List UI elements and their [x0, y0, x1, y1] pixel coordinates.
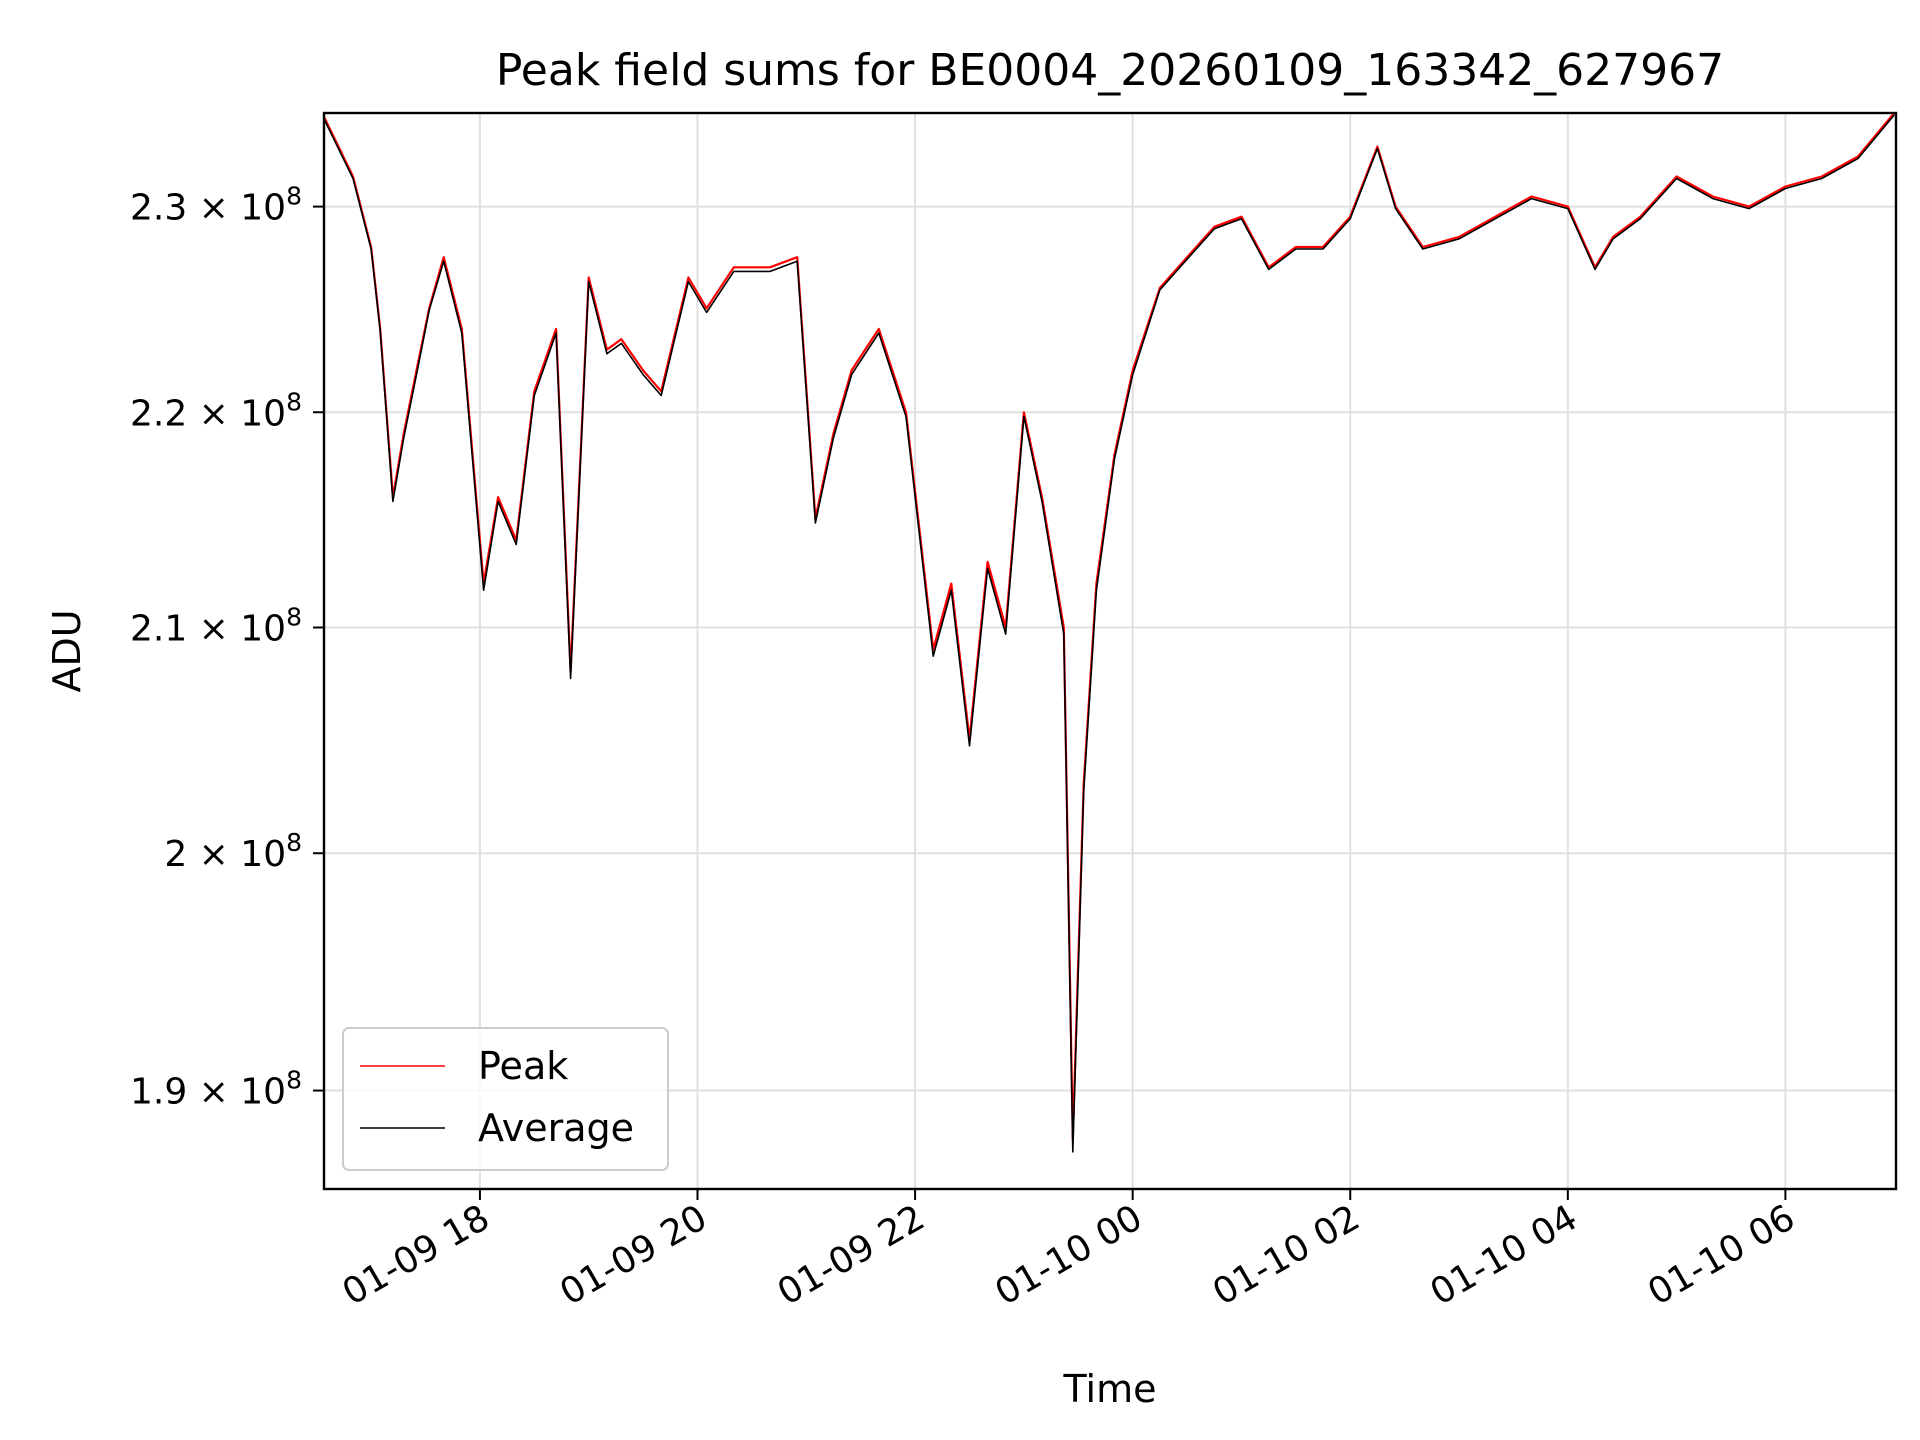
y-tick-exponent: 8 [286, 828, 302, 857]
series-layer [323, 112, 1896, 1153]
chart-title: Peak field sums for BE0004_20260109_1633… [496, 45, 1724, 96]
legend-box [342, 1027, 669, 1171]
plot-frame [322, 111, 1898, 1191]
legend-label-average: Average [478, 1106, 634, 1150]
y-tick-label: 2 × 108 [164, 828, 302, 875]
y-tick-exponent: 8 [286, 602, 302, 631]
y-tick-label: 2.3 × 108 [130, 182, 302, 229]
y-tick-exponent: 8 [286, 182, 302, 211]
x-axis-label: Time [1063, 1367, 1157, 1411]
y-tick-label: 1.9 × 108 [130, 1066, 302, 1113]
y-axis-label: ADU [45, 609, 89, 692]
y-tick-exponent: 8 [286, 1066, 302, 1095]
y-tick-mantissa: 1.9 × 10 [130, 1072, 286, 1113]
y-tick-mantissa: 2 × 10 [164, 834, 286, 875]
legend: Peak Average [342, 1027, 669, 1171]
legend-label-peak: Peak [478, 1044, 568, 1088]
y-tick-label: 2.2 × 108 [130, 387, 302, 434]
y-tick-mantissa: 2.3 × 10 [130, 188, 286, 229]
y-tick-exponent: 8 [286, 387, 302, 416]
series-line-peak [323, 112, 1896, 1141]
series-line-average [323, 114, 1895, 1153]
y-tick-mantissa: 2.2 × 10 [130, 393, 286, 434]
y-tick-label: 2.1 × 108 [130, 602, 302, 649]
y-tick-mantissa: 2.1 × 10 [130, 608, 286, 649]
